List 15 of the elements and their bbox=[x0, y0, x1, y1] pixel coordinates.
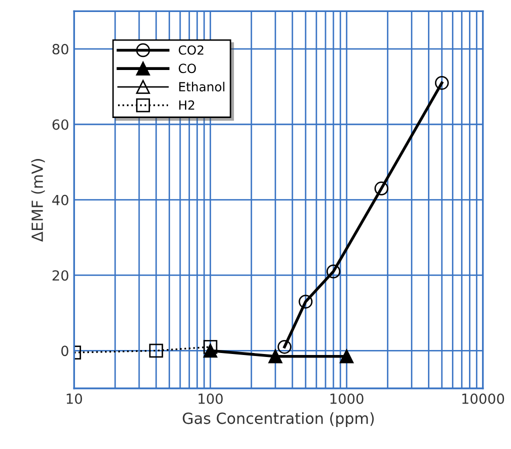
legend-label: CO bbox=[178, 64, 196, 74]
y-axis-title: ΔEMF (mV) bbox=[31, 159, 45, 242]
y-tick-label: 20 bbox=[52, 270, 68, 281]
x-tick-label: 1000 bbox=[330, 393, 364, 404]
legend-label: CO2 bbox=[178, 45, 204, 55]
y-tick-label: 80 bbox=[52, 44, 68, 54]
x-tick-label: 100 bbox=[198, 393, 223, 404]
legend-label: Ethanol bbox=[179, 82, 224, 92]
legend-label: H2 bbox=[179, 100, 194, 110]
x-tick-label: 10000 bbox=[462, 393, 504, 404]
y-tick-label: 40 bbox=[52, 194, 68, 206]
x-tick-label: 10 bbox=[66, 393, 82, 404]
x-axis-title: Gas Concentration (ppm) bbox=[182, 412, 374, 428]
y-tick-label: 60 bbox=[52, 119, 68, 130]
y-tick-label: 0 bbox=[61, 346, 68, 356]
